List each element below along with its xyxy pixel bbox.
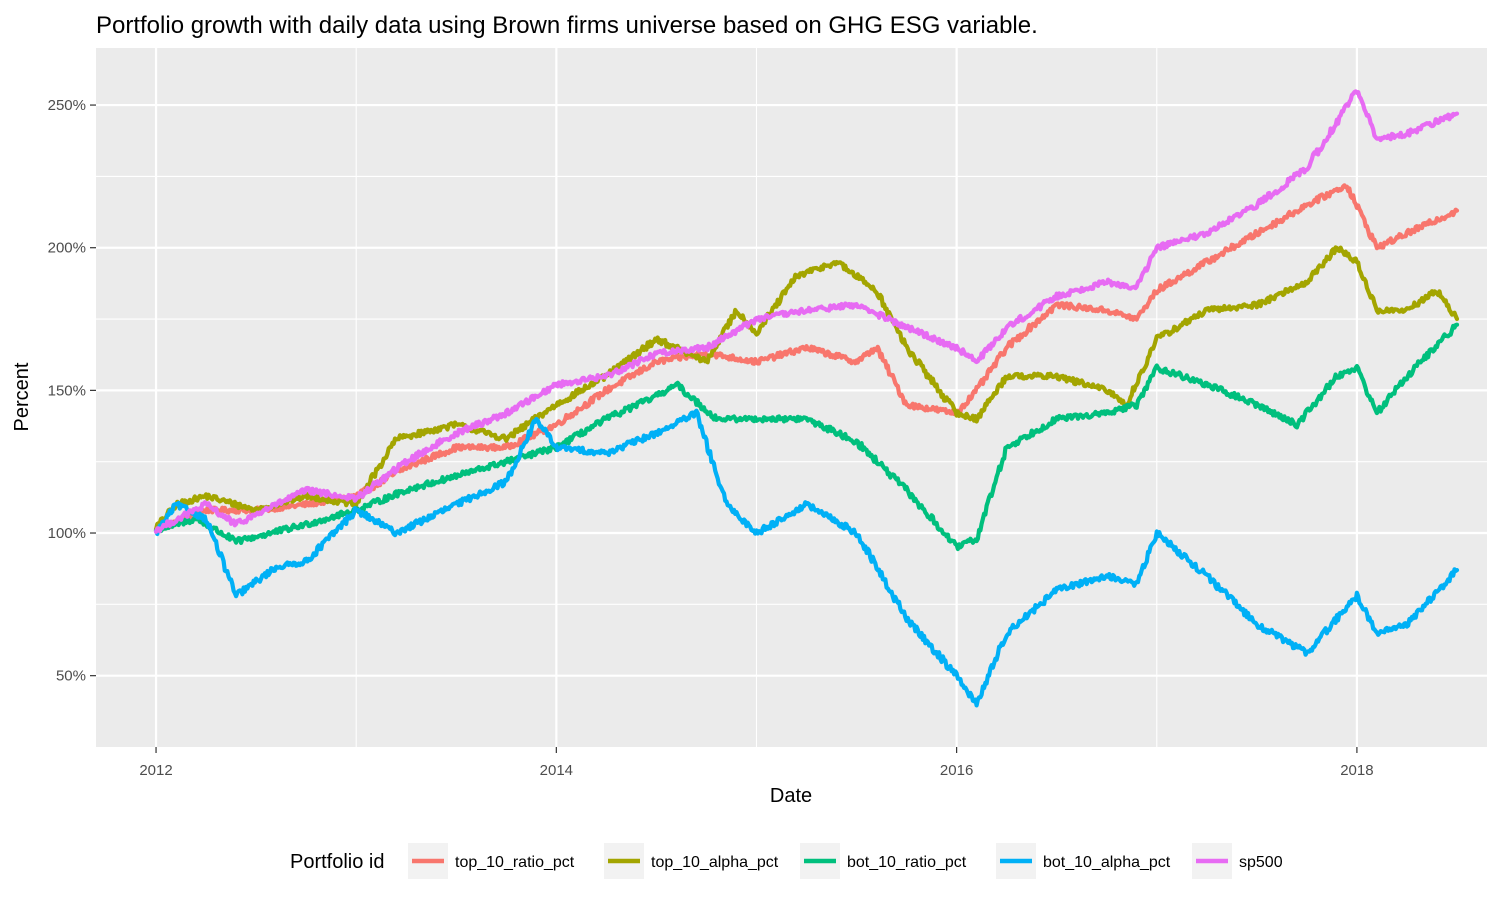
x-axis-title: Date — [770, 785, 812, 807]
legend-item-top-10-ratio-pct: top_10_ratio_pct — [408, 843, 575, 879]
legend-item-top-10-alpha-pct: top_10_alpha_pct — [604, 843, 779, 879]
series-line-sp500 — [153, 89, 1460, 534]
legend-item-bot-10-alpha-pct: bot_10_alpha_pct — [996, 843, 1171, 879]
y-tick-label: 200% — [48, 240, 86, 257]
legend-label: bot_10_alpha_pct — [1043, 854, 1171, 871]
legend-item-sp500: sp500 — [1192, 843, 1283, 879]
x-tick-label: 2016 — [940, 762, 973, 779]
x-axis: 2012 2014 2016 2018 — [139, 747, 1374, 779]
series-lines — [153, 89, 1460, 708]
minor-gridlines — [96, 48, 1487, 747]
chart-title: Portfolio growth with daily data using B… — [96, 12, 1038, 39]
y-tick-label: 250% — [48, 97, 86, 114]
legend-item-bot-10-ratio-pct: bot_10_ratio_pct — [800, 843, 967, 879]
y-tick-label: 100% — [48, 525, 86, 542]
x-tick-label: 2012 — [139, 762, 172, 779]
y-axis: 50% 100% 150% 200% 250% — [48, 97, 96, 685]
series-line-top-10-alpha-pct — [153, 245, 1460, 532]
series-line-bot-10-alpha-pct — [153, 408, 1460, 708]
x-tick-label: 2014 — [540, 762, 573, 779]
series-line-bot-10-ratio-pct — [153, 322, 1460, 552]
plot-panel — [96, 48, 1487, 747]
y-tick-label: 50% — [56, 668, 86, 685]
legend-label: top_10_ratio_pct — [455, 854, 575, 871]
legend-title: Portfolio id — [290, 851, 385, 873]
y-axis-title: Percent — [11, 362, 33, 431]
y-tick-label: 150% — [48, 382, 86, 399]
legend: Portfolio id top_10_ratio_pct top_10_alph… — [290, 843, 1283, 879]
legend-label: top_10_alpha_pct — [651, 854, 779, 871]
x-tick-label: 2018 — [1340, 762, 1373, 779]
major-gridlines — [96, 48, 1487, 747]
legend-label: bot_10_ratio_pct — [847, 854, 967, 871]
legend-label: sp500 — [1239, 854, 1283, 871]
